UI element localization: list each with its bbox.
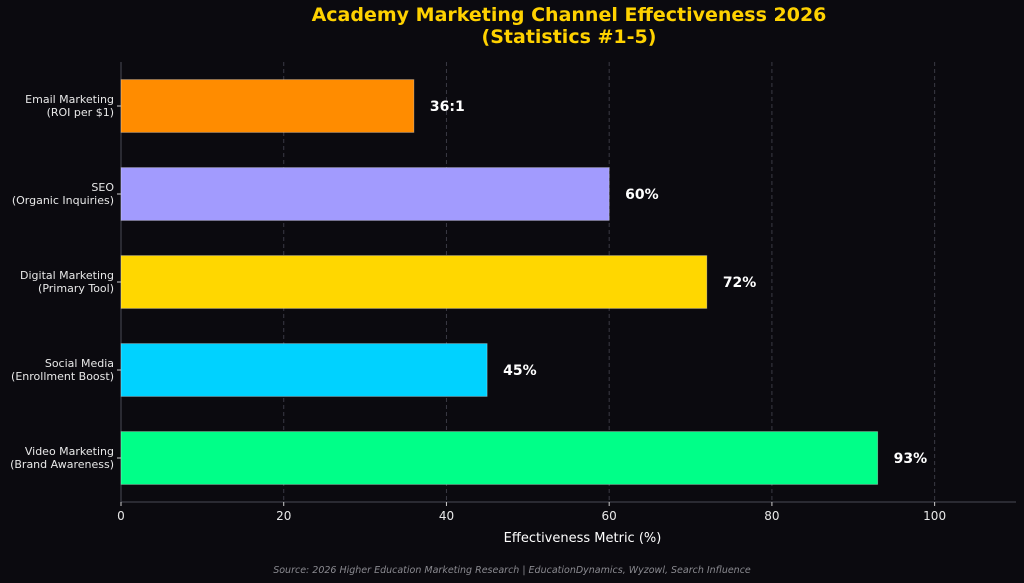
bar-4 <box>120 431 879 485</box>
category-label-3: Social Media (Enrollment Boost) <box>11 357 114 383</box>
category-label-4: Video Marketing (Brand Awareness) <box>10 445 114 471</box>
value-label-1: 60% <box>625 187 659 203</box>
value-label-0: 36:1 <box>430 99 465 115</box>
x-tick-label-5: 100 <box>923 509 946 523</box>
bar-1 <box>120 167 610 221</box>
x-axis-label: Effectiveness Metric (%) <box>504 531 662 546</box>
bar-2 <box>120 255 708 309</box>
category-label-0: Email Marketing (ROI per $1) <box>25 93 114 119</box>
chart-title: Academy Marketing Channel Effectiveness … <box>0 4 1024 48</box>
value-label-3: 45% <box>503 363 537 379</box>
x-tick-label-0: 0 <box>117 509 125 523</box>
value-label-4: 93% <box>894 451 928 467</box>
x-tick-label-2: 40 <box>439 509 454 523</box>
bar-3 <box>120 343 488 397</box>
x-tick-label-1: 20 <box>276 509 291 523</box>
x-tick-label-3: 60 <box>602 509 617 523</box>
category-label-1: SEO (Organic Inquiries) <box>12 181 115 207</box>
value-label-2: 72% <box>723 275 757 291</box>
chart-title-line-2: (Statistics #1-5) <box>481 26 657 48</box>
category-label-2: Digital Marketing (Primary Tool) <box>20 269 114 295</box>
source-note: Source: 2026 Higher Education Marketing … <box>273 565 751 576</box>
x-tick-label-4: 80 <box>764 509 779 523</box>
bar-0 <box>120 79 415 133</box>
chart-title-line-1: Academy Marketing Channel Effectiveness … <box>311 4 827 26</box>
